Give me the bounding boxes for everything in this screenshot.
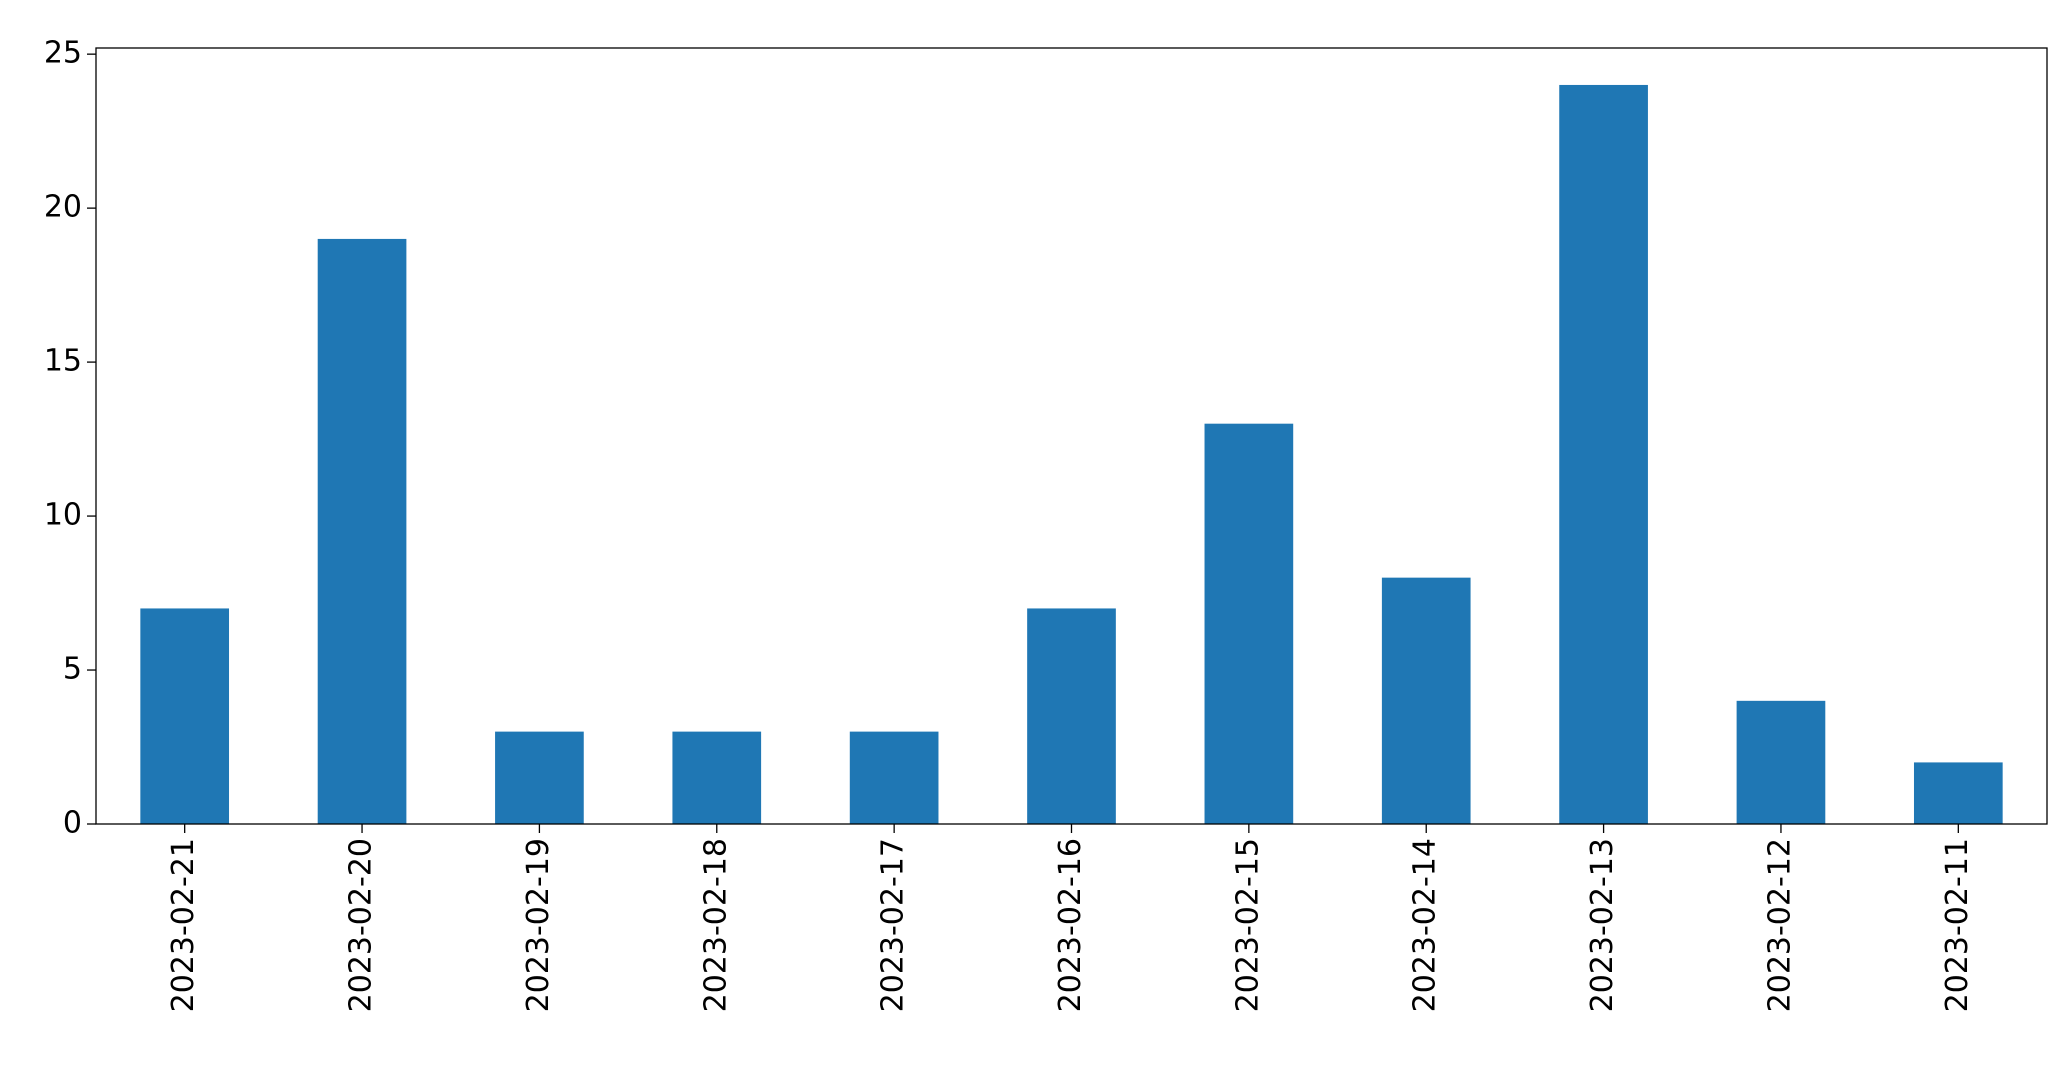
y-tick-label: 10 xyxy=(44,498,82,533)
x-tick-label: 2023-02-17 xyxy=(876,838,911,1012)
x-tick-label: 2023-02-12 xyxy=(1762,838,1797,1012)
bar xyxy=(1559,84,1648,824)
bar xyxy=(495,731,584,824)
bar xyxy=(1913,762,2003,824)
x-tick-label: 2023-02-18 xyxy=(698,838,733,1012)
x-tick-label: 2023-02-15 xyxy=(1230,838,1265,1012)
y-tick-label: 25 xyxy=(44,36,82,71)
bar xyxy=(140,608,230,824)
x-tick-label: 2023-02-13 xyxy=(1585,838,1620,1012)
x-tick-label: 2023-02-21 xyxy=(166,838,201,1012)
bar xyxy=(849,731,939,824)
y-tick-label: 5 xyxy=(63,652,82,687)
bar xyxy=(1204,423,1294,824)
plot-frame xyxy=(95,47,2048,825)
x-tick-label: 2023-02-16 xyxy=(1053,838,1088,1012)
x-tick-label: 2023-02-11 xyxy=(1940,838,1975,1012)
y-tick-label: 15 xyxy=(44,344,82,379)
x-tick-label: 2023-02-20 xyxy=(344,838,379,1012)
y-tick-label: 20 xyxy=(44,190,82,225)
y-tick-label: 0 xyxy=(63,806,82,841)
bar xyxy=(1381,577,1471,824)
bar xyxy=(672,731,762,824)
bar xyxy=(1736,700,1826,824)
x-tick-label: 2023-02-19 xyxy=(521,838,556,1012)
bar xyxy=(1027,608,1116,824)
x-tick-label: 2023-02-14 xyxy=(1408,838,1443,1012)
bar xyxy=(317,238,407,824)
